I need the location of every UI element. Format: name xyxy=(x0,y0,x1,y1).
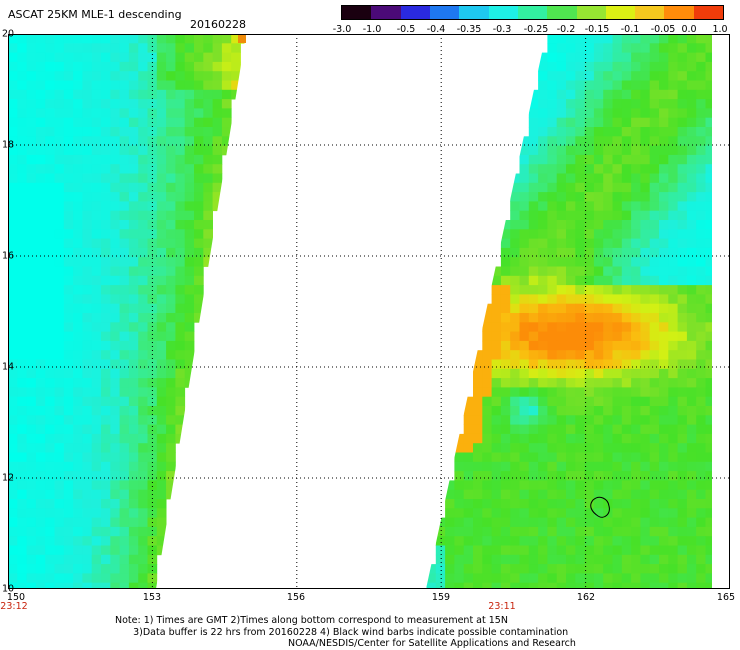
color-scale-segment xyxy=(342,6,372,19)
product-title: ASCAT 25KM MLE-1 descending xyxy=(8,8,182,21)
lat-lon-gridlines xyxy=(8,34,730,589)
latitude-tick-label: 16 xyxy=(2,250,15,262)
product-date: 20160228 xyxy=(190,18,246,31)
contamination-contour xyxy=(590,496,610,518)
color-scale-tick-label: 1.0 xyxy=(712,24,728,35)
color-scale-tick-label: -0.15 xyxy=(584,24,610,35)
swath-time-right: 23:11 xyxy=(488,601,516,612)
color-scale-tick-label: -0.1 xyxy=(620,24,640,35)
color-scale-tick-label: -0.4 xyxy=(426,24,446,35)
color-scale-tick-label: -0.5 xyxy=(396,24,416,35)
color-scale-segment xyxy=(547,6,577,19)
color-scale-tick-label: -0.3 xyxy=(492,24,512,35)
color-scale-tick-label: -0.25 xyxy=(523,24,549,35)
color-scale-segment xyxy=(664,6,694,19)
latitude-tick-label: 10 xyxy=(2,583,15,595)
map-frame xyxy=(8,34,730,589)
color-scale-tick-label: -3.0 xyxy=(332,24,352,35)
color-scale-segment xyxy=(517,6,548,19)
color-scale-segment xyxy=(488,6,518,19)
color-scale-tick-label: -0.05 xyxy=(650,24,676,35)
swath-gap xyxy=(156,34,546,589)
longitude-tick-label: 162 xyxy=(576,592,596,603)
latitude-tick-label: 18 xyxy=(2,139,15,151)
color-scale-segment xyxy=(371,6,401,19)
swath-time-left: 23:12 xyxy=(0,601,28,612)
color-scale-tick-label: 0.0 xyxy=(681,24,697,35)
color-scale-segment xyxy=(635,6,665,19)
longitude-tick-label: 165 xyxy=(716,592,736,603)
color-scale-tick-label: -1.0 xyxy=(362,24,382,35)
color-scale-segment xyxy=(576,6,606,19)
color-scale-ticks: -3.0 -1.0 -0.5 -0.4 -0.35 -0.3 -0.25 -0.2 -0.15-… xyxy=(330,24,735,36)
color-scale-bar xyxy=(341,5,724,20)
longitude-tick-label: 150 xyxy=(6,592,26,603)
longitude-tick-label: 153 xyxy=(142,592,162,603)
credit-text: NOAA/NESDIS/Center for Satellite Applica… xyxy=(288,638,576,649)
note-text: Note: 1) Times are GMT 2)Times along bot… xyxy=(115,615,569,638)
color-scale-segment xyxy=(693,6,724,19)
longitude-tick-label: 159 xyxy=(431,592,451,603)
color-scale-tick-label: -0.2 xyxy=(556,24,576,35)
color-scale-segment xyxy=(605,6,636,19)
ascat-swath-map xyxy=(8,34,730,589)
color-scale-tick-label: -0.35 xyxy=(456,24,482,35)
longitude-tick-label: 156 xyxy=(286,592,306,603)
swath-cells xyxy=(8,34,716,589)
latitude-tick-label: 20 xyxy=(2,28,15,40)
color-scale-segment xyxy=(400,6,430,19)
latitude-tick-label: 14 xyxy=(2,361,15,373)
color-scale-segment xyxy=(459,6,489,19)
color-scale-segment xyxy=(429,6,460,19)
latitude-tick-label: 12 xyxy=(2,472,15,484)
